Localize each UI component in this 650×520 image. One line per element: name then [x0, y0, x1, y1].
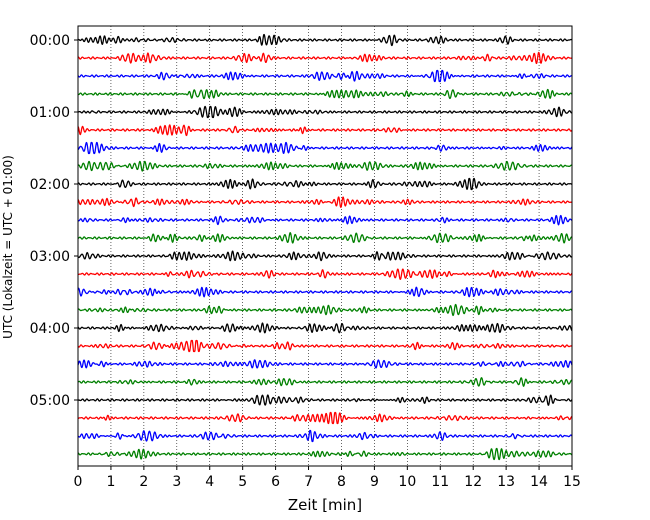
- trace-row-0100: [77, 105, 573, 119]
- trace-row-0230: [77, 214, 573, 226]
- x-tick-label: 13: [497, 474, 515, 490]
- plot-frame: [77, 25, 573, 467]
- x-tick-label: 7: [304, 474, 313, 490]
- trace-row-0115: [77, 124, 573, 137]
- x-tick-label: 8: [337, 474, 346, 490]
- trace-row-0530: [77, 429, 573, 443]
- x-tick-label: 10: [398, 474, 416, 490]
- trace-row-0200: [77, 177, 573, 191]
- trace-row-0430: [77, 359, 573, 369]
- x-axis-label: Zeit [min]: [288, 496, 362, 514]
- x-tick-label: 9: [370, 474, 379, 490]
- vertical-grid-lines: [110, 26, 540, 466]
- x-tick-label: 12: [464, 474, 482, 490]
- x-tick-label: 4: [205, 474, 214, 490]
- trace-row-0330: [77, 286, 573, 298]
- y-axis-ticks: 00:00 01:00 02:00 03:00 04:00 05:00: [30, 33, 78, 409]
- y-tick-label: 04:00: [30, 321, 70, 337]
- trace-row-0445: [77, 377, 573, 387]
- trace-row-0345: [77, 303, 573, 317]
- x-tick-label: 14: [530, 474, 548, 490]
- trace-row-0500: [77, 394, 573, 406]
- trace-row-0215: [77, 196, 573, 208]
- trace-row-0045: [77, 88, 573, 100]
- x-axis-ticks: 0 1 2 3 4 5 6 7 8 9 10 11 12 13 14 15: [74, 466, 581, 490]
- trace-row-0415: [77, 339, 573, 353]
- x-tick-label: 5: [238, 474, 247, 490]
- plot-area: [78, 26, 572, 466]
- trace-row-0130: [77, 141, 573, 155]
- trace-row-0000: [77, 33, 573, 47]
- y-tick-label: 05:00: [30, 393, 70, 409]
- x-tick-label: 0: [74, 474, 83, 490]
- trace-row-0400: [77, 322, 573, 334]
- trace-row-0145: [77, 160, 573, 172]
- trace-row-0030: [77, 69, 573, 83]
- x-tick-label: 1: [106, 474, 115, 490]
- x-tick-label: 11: [431, 474, 449, 490]
- trace-row-0245: [77, 232, 573, 244]
- y-tick-label: 03:00: [30, 249, 70, 265]
- x-tick-label: 6: [271, 474, 280, 490]
- y-axis-label: UTC (Lokalzeit = UTC + 01:00): [1, 155, 15, 339]
- seismic-traces: [77, 33, 573, 461]
- y-tick-label: 01:00: [30, 105, 70, 121]
- x-tick-label: 15: [563, 474, 581, 490]
- trace-row-0545: [77, 447, 573, 461]
- x-tick-label: 2: [139, 474, 148, 490]
- trace-row-0015: [77, 51, 573, 65]
- x-tick-label: 3: [172, 474, 181, 490]
- trace-row-0300: [77, 250, 573, 262]
- y-tick-label: 02:00: [30, 177, 70, 193]
- trace-row-0315: [77, 268, 573, 280]
- y-tick-label: 00:00: [30, 33, 70, 49]
- trace-row-0515: [77, 411, 573, 425]
